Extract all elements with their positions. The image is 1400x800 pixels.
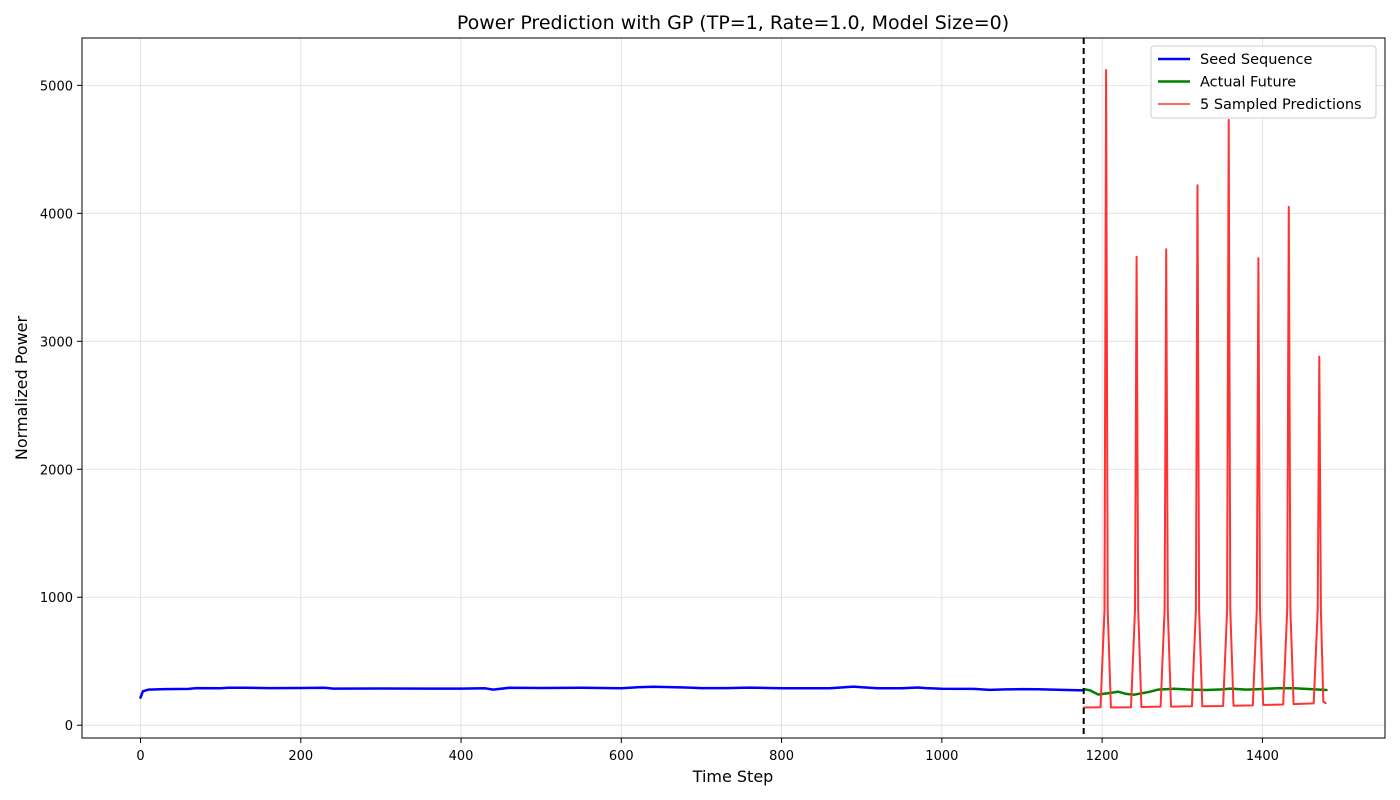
y-axis-label: Normalized Power [12, 315, 31, 460]
y-tick-label: 2000 [40, 463, 73, 478]
legend-label-5-sampled-predictions: 5 Sampled Predictions [1200, 97, 1362, 113]
x-tick-label: 800 [769, 749, 794, 764]
series-layer [139, 69, 1328, 709]
x-axis-label: Time Step [692, 767, 774, 786]
series-line-seed-sequence [139, 685, 1085, 699]
series-line-actual-future [1082, 686, 1328, 696]
chart-title: Power Prediction with GP (TP=1, Rate=1.0… [457, 12, 1009, 34]
grid-layer [82, 38, 1385, 738]
legend-label-actual-future: Actual Future [1200, 75, 1296, 91]
y-tick-label: 0 [65, 719, 73, 734]
y-tick-label: 1000 [40, 591, 73, 606]
x-tick-label: 1200 [1086, 749, 1119, 764]
legend-box [1150, 45, 1377, 119]
x-tick-label: 600 [609, 749, 634, 764]
y-tick-label: 5000 [40, 79, 73, 94]
x-tick-label: 200 [288, 749, 313, 764]
x-tick-label: 1400 [1246, 749, 1279, 764]
legend: Seed Sequence Actual Future 5 Sampled Pred… [1150, 45, 1377, 119]
y-tick-label: 3000 [40, 335, 73, 350]
series-line-5-sampled-predictions [1082, 69, 1327, 709]
y-tick-label: 4000 [40, 207, 73, 222]
x-tick-label: 400 [449, 749, 474, 764]
legend-label-seed-sequence: Seed Sequence [1200, 52, 1312, 68]
tick-layer: 0 200 400 600 800 1000 1200 1400 0 1000 2000 3000 40… [40, 79, 1279, 764]
plot-frame [81, 37, 1386, 739]
legend-items: Seed Sequence Actual Future 5 Sampled Pred… [1158, 52, 1362, 113]
x-tick-label: 0 [136, 749, 144, 764]
x-tick-label: 1000 [925, 749, 958, 764]
